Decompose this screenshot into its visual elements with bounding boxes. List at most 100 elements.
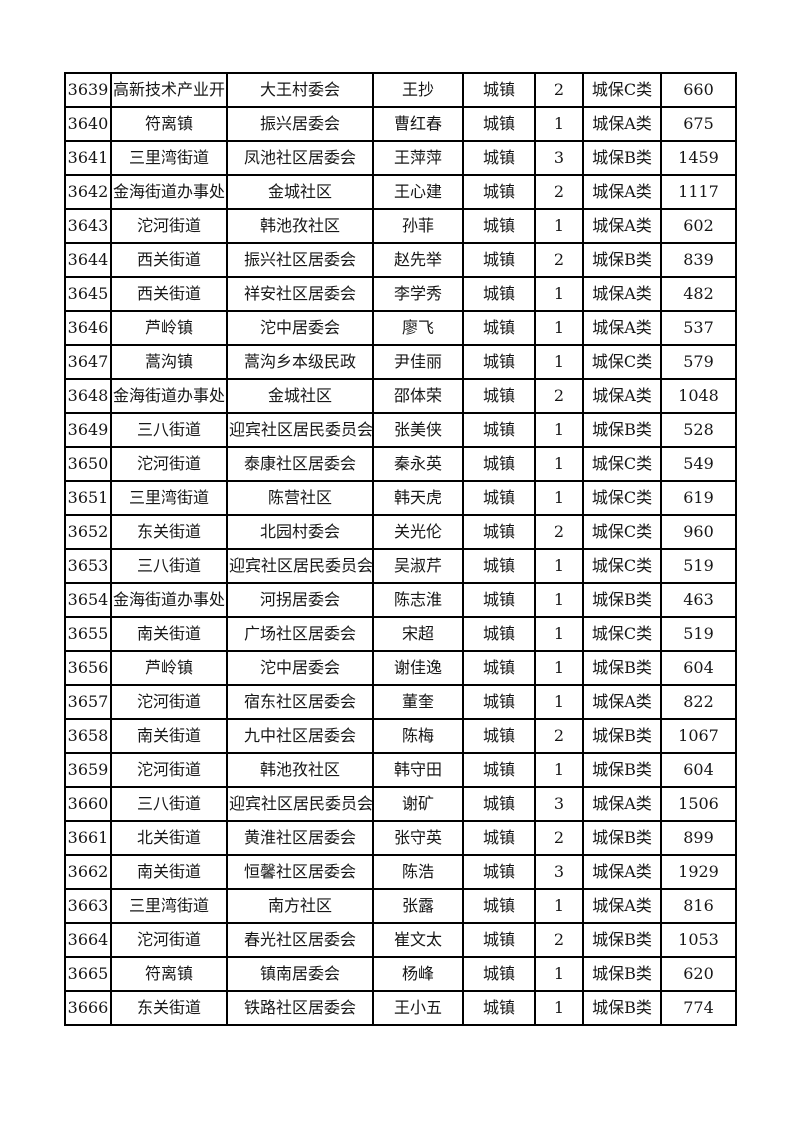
amount-cell: 774 xyxy=(660,990,737,1026)
residence-type-cell: 城镇 xyxy=(462,990,536,1026)
household-count-cell: 1 xyxy=(534,548,584,584)
household-count-cell: 1 xyxy=(534,208,584,244)
household-count-cell: 1 xyxy=(534,480,584,516)
serial-number-cell: 3646 xyxy=(64,310,112,346)
insurance-category-cell: 城保A类 xyxy=(582,276,662,312)
township-cell: 三里湾街道 xyxy=(110,480,228,516)
committee-cell: 金城社区 xyxy=(226,378,374,414)
committee-cell: 广场社区居委会 xyxy=(226,616,374,652)
committee-cell: 泰康社区居委会 xyxy=(226,446,374,482)
township-cell: 三里湾街道 xyxy=(110,888,228,924)
amount-cell: 822 xyxy=(660,684,737,720)
township-cell: 符离镇 xyxy=(110,956,228,992)
person-name-cell: 张美侠 xyxy=(372,412,464,448)
serial-number-cell: 3642 xyxy=(64,174,112,210)
person-name-cell: 吴淑芹 xyxy=(372,548,464,584)
committee-cell: 沱中居委会 xyxy=(226,310,374,346)
township-cell: 南关街道 xyxy=(110,854,228,890)
committee-cell: 蒿沟乡本级民政 xyxy=(226,344,374,380)
person-name-cell: 秦永英 xyxy=(372,446,464,482)
serial-number-cell: 3660 xyxy=(64,786,112,822)
household-count-cell: 2 xyxy=(534,718,584,754)
table-row: 3666 东关街道 铁路社区居委会 王小五 城镇 1 城保B类 774 xyxy=(64,990,737,1026)
township-cell: 西关街道 xyxy=(110,242,228,278)
serial-number-cell: 3664 xyxy=(64,922,112,958)
table-row: 3647 蒿沟镇 蒿沟乡本级民政 尹佳丽 城镇 1 城保C类 579 xyxy=(64,344,737,380)
amount-cell: 1067 xyxy=(660,718,737,754)
person-name-cell: 关光伦 xyxy=(372,514,464,550)
committee-cell: 迎宾社区居民委员会 xyxy=(226,412,374,448)
person-name-cell: 谢佳逸 xyxy=(372,650,464,686)
person-name-cell: 张露 xyxy=(372,888,464,924)
serial-number-cell: 3666 xyxy=(64,990,112,1026)
committee-cell: 振兴社区居委会 xyxy=(226,242,374,278)
person-name-cell: 张守英 xyxy=(372,820,464,856)
residence-type-cell: 城镇 xyxy=(462,412,536,448)
person-name-cell: 廖飞 xyxy=(372,310,464,346)
table-row: 3652 东关街道 北园村委会 关光伦 城镇 2 城保C类 960 xyxy=(64,514,737,550)
committee-cell: 韩池孜社区 xyxy=(226,208,374,244)
residence-type-cell: 城镇 xyxy=(462,684,536,720)
township-cell: 北关街道 xyxy=(110,820,228,856)
insurance-category-cell: 城保B类 xyxy=(582,140,662,176)
household-count-cell: 3 xyxy=(534,854,584,890)
insurance-category-cell: 城保B类 xyxy=(582,990,662,1026)
serial-number-cell: 3661 xyxy=(64,820,112,856)
residence-type-cell: 城镇 xyxy=(462,276,536,312)
township-cell: 金海街道办事处 xyxy=(110,582,228,618)
committee-cell: 镇南居委会 xyxy=(226,956,374,992)
person-name-cell: 杨峰 xyxy=(372,956,464,992)
amount-cell: 579 xyxy=(660,344,737,380)
residence-type-cell: 城镇 xyxy=(462,514,536,550)
residence-type-cell: 城镇 xyxy=(462,480,536,516)
insurance-category-cell: 城保A类 xyxy=(582,684,662,720)
household-count-cell: 1 xyxy=(534,310,584,346)
serial-number-cell: 3645 xyxy=(64,276,112,312)
insurance-category-cell: 城保B类 xyxy=(582,650,662,686)
serial-number-cell: 3639 xyxy=(64,72,112,108)
amount-cell: 1929 xyxy=(660,854,737,890)
township-cell: 沱河街道 xyxy=(110,752,228,788)
township-cell: 芦岭镇 xyxy=(110,310,228,346)
insurance-category-cell: 城保C类 xyxy=(582,514,662,550)
insurance-category-cell: 城保A类 xyxy=(582,786,662,822)
table-row: 3654 金海街道办事处 河拐居委会 陈志淮 城镇 1 城保B类 463 xyxy=(64,582,737,618)
amount-cell: 839 xyxy=(660,242,737,278)
township-cell: 沱河街道 xyxy=(110,446,228,482)
township-cell: 三八街道 xyxy=(110,786,228,822)
serial-number-cell: 3649 xyxy=(64,412,112,448)
residence-type-cell: 城镇 xyxy=(462,446,536,482)
insurance-category-cell: 城保B类 xyxy=(582,412,662,448)
person-name-cell: 王抄 xyxy=(372,72,464,108)
person-name-cell: 曹红春 xyxy=(372,106,464,142)
insurance-category-cell: 城保B类 xyxy=(582,922,662,958)
household-count-cell: 1 xyxy=(534,752,584,788)
person-name-cell: 王小五 xyxy=(372,990,464,1026)
table-row: 3665 符离镇 镇南居委会 杨峰 城镇 1 城保B类 620 xyxy=(64,956,737,992)
residence-type-cell: 城镇 xyxy=(462,174,536,210)
insurance-category-cell: 城保A类 xyxy=(582,888,662,924)
serial-number-cell: 3657 xyxy=(64,684,112,720)
residence-type-cell: 城镇 xyxy=(462,650,536,686)
insurance-category-cell: 城保A类 xyxy=(582,106,662,142)
person-name-cell: 陈浩 xyxy=(372,854,464,890)
insurance-category-cell: 城保B类 xyxy=(582,242,662,278)
township-cell: 三八街道 xyxy=(110,548,228,584)
table-row: 3659 沱河街道 韩池孜社区 韩守田 城镇 1 城保B类 604 xyxy=(64,752,737,788)
residence-type-cell: 城镇 xyxy=(462,378,536,414)
township-cell: 东关街道 xyxy=(110,990,228,1026)
committee-cell: 大王村委会 xyxy=(226,72,374,108)
amount-cell: 1459 xyxy=(660,140,737,176)
insurance-category-cell: 城保C类 xyxy=(582,480,662,516)
person-name-cell: 韩天虎 xyxy=(372,480,464,516)
household-count-cell: 2 xyxy=(534,820,584,856)
amount-cell: 1506 xyxy=(660,786,737,822)
residence-type-cell: 城镇 xyxy=(462,140,536,176)
table-row: 3645 西关街道 祥安社区居委会 李学秀 城镇 1 城保A类 482 xyxy=(64,276,737,312)
committee-cell: 春光社区居委会 xyxy=(226,922,374,958)
table-row: 3664 沱河街道 春光社区居委会 崔文太 城镇 2 城保B类 1053 xyxy=(64,922,737,958)
amount-cell: 604 xyxy=(660,650,737,686)
insurance-category-cell: 城保C类 xyxy=(582,72,662,108)
residence-type-cell: 城镇 xyxy=(462,956,536,992)
amount-cell: 816 xyxy=(660,888,737,924)
